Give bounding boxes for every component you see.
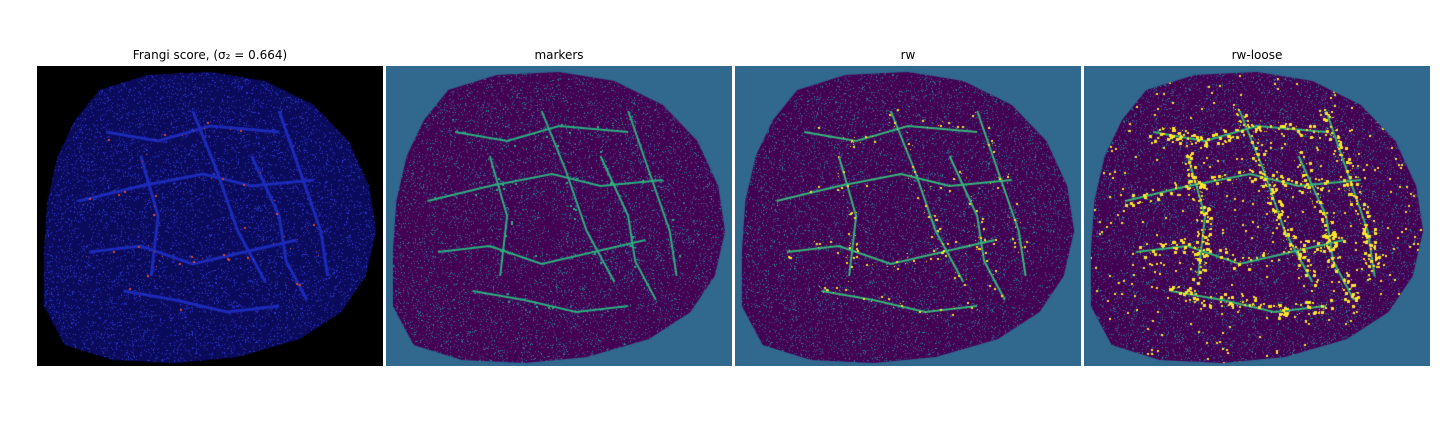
panel-image-frangi bbox=[37, 66, 383, 366]
panel-image-rw bbox=[735, 66, 1081, 366]
panel-image-markers bbox=[386, 66, 732, 366]
rw-image bbox=[735, 66, 1081, 366]
panel-image-rw-loose bbox=[1084, 66, 1430, 366]
panel-title-frangi: Frangi score, (σ₂ = 0.664) bbox=[132, 48, 288, 62]
frangi-score-image bbox=[37, 66, 383, 366]
panel-title-rw-loose: rw-loose bbox=[1231, 48, 1283, 62]
panel-title-markers: markers bbox=[534, 48, 584, 62]
panel-title-rw: rw bbox=[900, 48, 916, 62]
markers-image bbox=[386, 66, 732, 366]
rw-loose-image bbox=[1084, 66, 1430, 366]
